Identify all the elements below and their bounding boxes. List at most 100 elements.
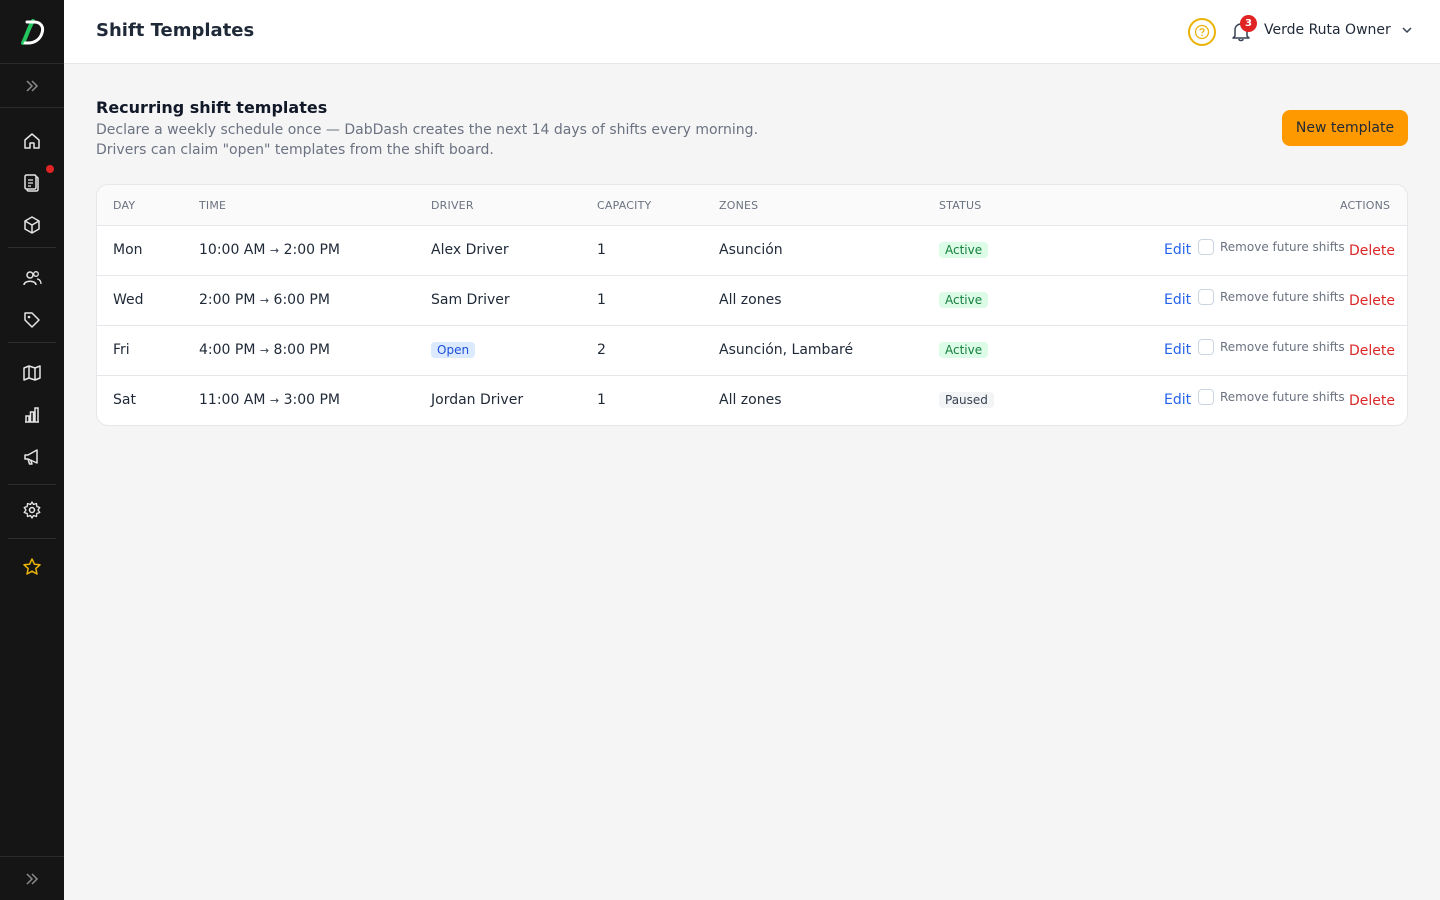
status-badge: Active	[939, 242, 989, 258]
column-header-actions: ACTIONS	[1340, 199, 1391, 212]
tag-icon	[24, 312, 40, 328]
sidebar-item-favorites[interactable]	[20, 555, 44, 579]
remove-future-shifts-label: Remove future shifts	[1220, 340, 1345, 354]
table-row: Mon 10:00 AM → 2:00 PM Alex Driver 1 Asu…	[97, 226, 1407, 276]
open-shift-badge: Open	[431, 342, 476, 358]
map-icon	[23, 365, 41, 381]
remove-future-shifts-checkbox[interactable]: Remove future shifts	[1198, 389, 1345, 405]
delete-button[interactable]: Delete	[1349, 243, 1395, 259]
time-cell: 4:00 PM → 8:00 PM	[199, 342, 330, 358]
question-icon	[1194, 24, 1210, 40]
box-icon	[24, 216, 40, 234]
table-row: Wed 2:00 PM → 6:00 PM Sam Driver 1 All z…	[97, 276, 1407, 326]
templates-table: DAY TIME DRIVER CAPACITY ZONES STATUS AC…	[96, 184, 1408, 426]
day-cell: Wed	[113, 292, 144, 308]
zones-cell: All zones	[719, 292, 782, 308]
start-time: 11:00 AM	[199, 392, 266, 408]
table-header: DAY TIME DRIVER CAPACITY ZONES STATUS AC…	[97, 185, 1407, 226]
sidebar-item-products[interactable]	[20, 213, 44, 237]
star-icon	[23, 558, 41, 575]
table-row: Fri 4:00 PM → 8:00 PM Open 2 Asunción, L…	[97, 326, 1407, 376]
logo-icon	[21, 18, 45, 45]
checkbox[interactable]	[1198, 289, 1214, 305]
chevron-down-icon	[1402, 27, 1412, 34]
status-badge: Active	[939, 292, 989, 308]
section-description: Declare a weekly schedule once — DabDash…	[96, 122, 759, 158]
sidebar-item-zones[interactable]	[20, 361, 44, 385]
delete-button[interactable]: Delete	[1349, 293, 1395, 309]
capacity-cell: 1	[597, 392, 606, 408]
sidebar-item-home[interactable]	[20, 129, 44, 153]
capacity-cell: 1	[597, 242, 606, 258]
day-cell: Mon	[113, 242, 143, 258]
expand-sidebar-button[interactable]	[0, 64, 64, 108]
table-row: Sat 11:00 AM → 3:00 PM Jordan Driver 1 A…	[97, 376, 1407, 425]
notification-dot	[46, 165, 54, 173]
remove-future-shifts-checkbox[interactable]: Remove future shifts	[1198, 289, 1345, 305]
time-cell: 11:00 AM → 3:00 PM	[199, 392, 340, 408]
user-name: Verde Ruta Owner	[1264, 22, 1391, 38]
new-template-button[interactable]: New template	[1282, 110, 1408, 146]
remove-future-shifts-checkbox[interactable]: Remove future shifts	[1198, 239, 1345, 255]
arrow-icon: →	[269, 394, 280, 407]
clipboard-icon	[24, 174, 39, 192]
arrow-icon: →	[259, 344, 270, 357]
capacity-cell: 2	[597, 342, 606, 358]
zones-cell: Asunción, Lambaré	[719, 342, 854, 358]
remove-future-shifts-label: Remove future shifts	[1220, 390, 1345, 404]
column-header-status: STATUS	[939, 199, 982, 212]
zones-cell: Asunción	[719, 242, 783, 258]
home-icon	[24, 133, 40, 149]
checkbox[interactable]	[1198, 339, 1214, 355]
checkbox[interactable]	[1198, 239, 1214, 255]
column-header-zones: ZONES	[719, 199, 759, 212]
driver-cell: Alex Driver	[431, 242, 509, 258]
section-title: Recurring shift templates	[96, 98, 328, 117]
status-badge: Paused	[939, 392, 994, 408]
column-header-time: TIME	[199, 199, 227, 212]
edit-button[interactable]: Edit	[1164, 342, 1192, 358]
delete-button[interactable]: Delete	[1349, 343, 1395, 359]
collapse-sidebar-button[interactable]	[0, 856, 64, 900]
chevrons-right-icon	[26, 872, 39, 885]
user-menu[interactable]: Verde Ruta Owner	[1264, 22, 1413, 38]
chart-icon	[25, 407, 39, 423]
sidebar-item-customers[interactable]	[20, 266, 44, 290]
end-time: 3:00 PM	[283, 392, 340, 408]
capacity-cell: 1	[597, 292, 606, 308]
driver-cell: Sam Driver	[431, 292, 510, 308]
end-time: 8:00 PM	[273, 342, 330, 358]
zones-cell: All zones	[719, 392, 782, 408]
arrow-icon: →	[259, 294, 270, 307]
status-badge: Active	[939, 342, 989, 358]
sidebar-item-promotions[interactable]	[20, 308, 44, 332]
end-time: 2:00 PM	[283, 242, 340, 258]
help-button[interactable]	[1188, 18, 1216, 46]
sidebar-item-marketing[interactable]	[20, 445, 44, 469]
users-icon	[23, 271, 42, 286]
sidebar-item-settings[interactable]	[20, 498, 44, 522]
chevrons-right-icon	[26, 79, 39, 92]
app-logo[interactable]	[0, 0, 64, 64]
day-cell: Fri	[113, 342, 130, 358]
start-time: 4:00 PM	[199, 342, 256, 358]
remove-future-shifts-checkbox[interactable]: Remove future shifts	[1198, 339, 1345, 355]
sidebar	[0, 0, 64, 900]
day-cell: Sat	[113, 392, 136, 408]
edit-button[interactable]: Edit	[1164, 392, 1192, 408]
remove-future-shifts-label: Remove future shifts	[1220, 290, 1345, 304]
remove-future-shifts-label: Remove future shifts	[1220, 240, 1345, 254]
gear-icon	[23, 501, 41, 519]
checkbox[interactable]	[1198, 389, 1214, 405]
edit-button[interactable]: Edit	[1164, 242, 1192, 258]
sidebar-item-orders[interactable]	[20, 171, 44, 195]
arrow-icon: →	[269, 244, 280, 257]
delete-button[interactable]: Delete	[1349, 393, 1395, 409]
start-time: 2:00 PM	[199, 292, 256, 308]
end-time: 6:00 PM	[273, 292, 330, 308]
page-title: Shift Templates	[96, 20, 255, 41]
column-header-driver: DRIVER	[431, 199, 474, 212]
notification-count-badge: 3	[1240, 15, 1257, 32]
sidebar-item-reports[interactable]	[20, 403, 44, 427]
edit-button[interactable]: Edit	[1164, 292, 1192, 308]
